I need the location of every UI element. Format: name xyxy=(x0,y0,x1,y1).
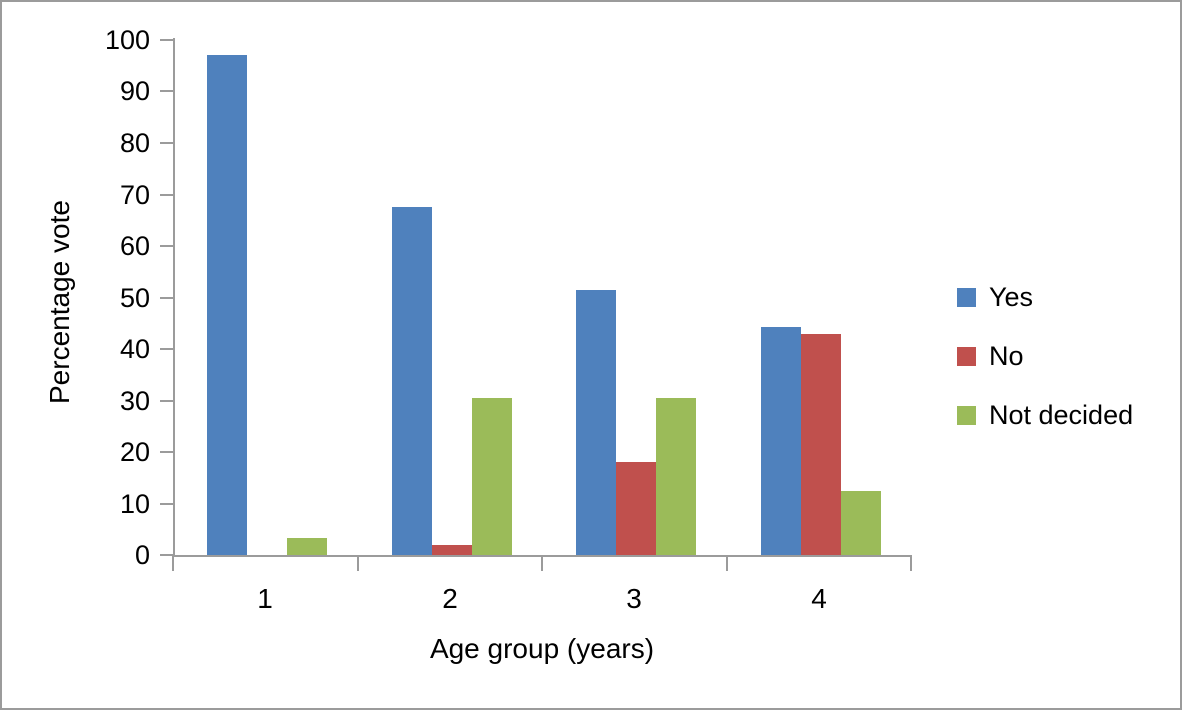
y-tick-mark-90 xyxy=(160,90,173,92)
y-axis-title: Percentage vote xyxy=(44,200,75,404)
legend-entry-no: No xyxy=(957,340,1133,371)
legend-label-not-decided: Not decided xyxy=(989,399,1134,430)
y-tick-mark-20 xyxy=(160,451,173,453)
y-tick-label-90: 90 xyxy=(119,76,150,106)
y-tick-label-80: 80 xyxy=(119,128,150,158)
bar-not-decided-group-3 xyxy=(656,398,696,555)
y-tick-label-60: 60 xyxy=(119,231,150,261)
legend-entry-yes: Yes xyxy=(957,281,1133,312)
bar-yes-group-2 xyxy=(392,207,432,555)
y-tick-mark-0 xyxy=(160,554,173,556)
bar-yes-group-4 xyxy=(761,327,801,555)
bar-not-decided-group-1 xyxy=(287,538,327,555)
x-category-label-2: 2 xyxy=(442,583,458,614)
bar-no-group-3 xyxy=(616,462,656,555)
bar-no-group-2 xyxy=(432,545,472,555)
y-tick-mark-60 xyxy=(160,245,173,247)
y-tick-mark-100 xyxy=(160,39,173,41)
legend: Yes No Not decided xyxy=(957,281,1134,460)
y-tick-mark-70 xyxy=(160,194,173,196)
legend-label-yes: Yes xyxy=(989,281,1034,312)
x-tick-mark-0 xyxy=(172,555,174,571)
bar-not-decided-group-4 xyxy=(841,491,881,555)
bar-yes-group-3 xyxy=(576,290,616,555)
x-category-label-1: 1 xyxy=(257,583,273,614)
y-tick-mark-10 xyxy=(160,503,173,505)
x-axis-title: Age group (years) xyxy=(429,633,655,664)
legend-swatch-no xyxy=(957,346,976,366)
y-tick-mark-40 xyxy=(160,348,173,350)
legend-swatch-not-decided xyxy=(957,405,976,425)
x-tick-mark-4 xyxy=(910,555,912,571)
x-category-label-4: 4 xyxy=(811,583,827,614)
x-tick-mark-2 xyxy=(541,555,543,571)
x-tick-mark-1 xyxy=(357,555,359,571)
y-tick-label-0: 0 xyxy=(134,540,150,570)
y-axis-line xyxy=(173,38,175,557)
legend-label-no: No xyxy=(989,340,1024,371)
y-tick-label-50: 50 xyxy=(119,283,150,313)
x-category-label-3: 3 xyxy=(626,583,642,614)
bar-yes-group-1 xyxy=(207,55,247,555)
y-tick-mark-80 xyxy=(160,142,173,144)
y-tick-mark-50 xyxy=(160,297,173,299)
y-tick-label-10: 10 xyxy=(119,489,150,519)
y-tick-mark-30 xyxy=(160,400,173,402)
legend-entry-not-decided: Not decided xyxy=(957,399,1134,430)
bar-not-decided-group-2 xyxy=(472,398,512,555)
y-tick-label-40: 40 xyxy=(119,334,150,364)
legend-swatch-yes xyxy=(957,287,976,307)
x-tick-mark-3 xyxy=(726,555,728,571)
y-tick-label-30: 30 xyxy=(119,386,150,416)
y-tick-label-20: 20 xyxy=(119,437,150,467)
y-tick-label-100: 100 xyxy=(104,25,150,55)
y-tick-label-70: 70 xyxy=(119,180,150,210)
bar-no-group-4 xyxy=(801,334,841,555)
